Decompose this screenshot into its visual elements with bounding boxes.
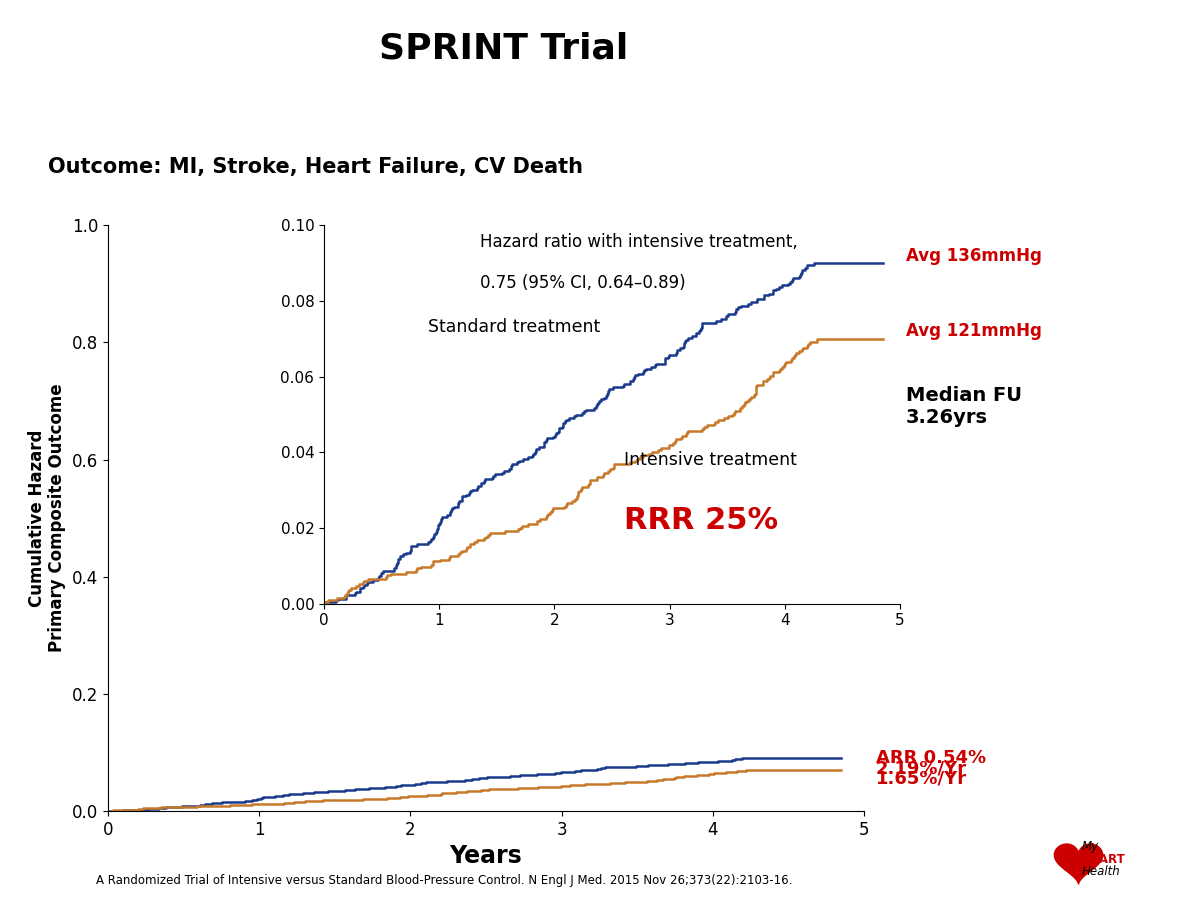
X-axis label: Years: Years <box>450 844 522 869</box>
Text: A Randomized Trial of Intensive versus Standard Blood-Pressure Control. N Engl J: A Randomized Trial of Intensive versus S… <box>96 875 792 887</box>
Text: 0.75 (95% CI, 0.64–0.89): 0.75 (95% CI, 0.64–0.89) <box>480 275 685 293</box>
Text: Outcome: MI, Stroke, Heart Failure, CV Death: Outcome: MI, Stroke, Heart Failure, CV D… <box>48 157 583 177</box>
Text: Avg 136mmHg: Avg 136mmHg <box>906 247 1042 265</box>
Text: Hazard ratio with intensive treatment,: Hazard ratio with intensive treatment, <box>480 232 797 250</box>
Text: 1.65%/Yr: 1.65%/Yr <box>876 769 967 787</box>
Text: Target BP <120 mmHg
Intervention Group: Target BP <120 mmHg Intervention Group <box>834 50 1080 90</box>
Text: Intensive treatment: Intensive treatment <box>624 450 797 469</box>
Text: ARR 0.54%: ARR 0.54% <box>876 750 986 767</box>
Text: Age >50yrs + 1 CVD Risk -
BP>130mmHg: Age >50yrs + 1 CVD Risk - BP>130mmHg <box>47 50 337 90</box>
Text: 2.19%/Yr: 2.19%/Yr <box>876 760 967 778</box>
Y-axis label: Cumulative Hazard
Primary Composite Outcome: Cumulative Hazard Primary Composite Outc… <box>28 384 66 652</box>
Text: RRR 25%: RRR 25% <box>624 506 778 535</box>
Text: Standard treatment: Standard treatment <box>427 318 600 336</box>
Text: Avg 121mmHg: Avg 121mmHg <box>906 323 1042 341</box>
Text: Target BP <140 mmHg
Standard Group: Target BP <140 mmHg Standard Group <box>834 144 1080 185</box>
Text: Median FU
3.26yrs: Median FU 3.26yrs <box>906 387 1021 427</box>
Text: My: My <box>1082 840 1099 853</box>
Text: SPRINT Trial: SPRINT Trial <box>379 32 629 66</box>
Polygon shape <box>1055 844 1103 884</box>
Text: HEART: HEART <box>1082 852 1126 866</box>
Text: Health: Health <box>1082 865 1121 878</box>
